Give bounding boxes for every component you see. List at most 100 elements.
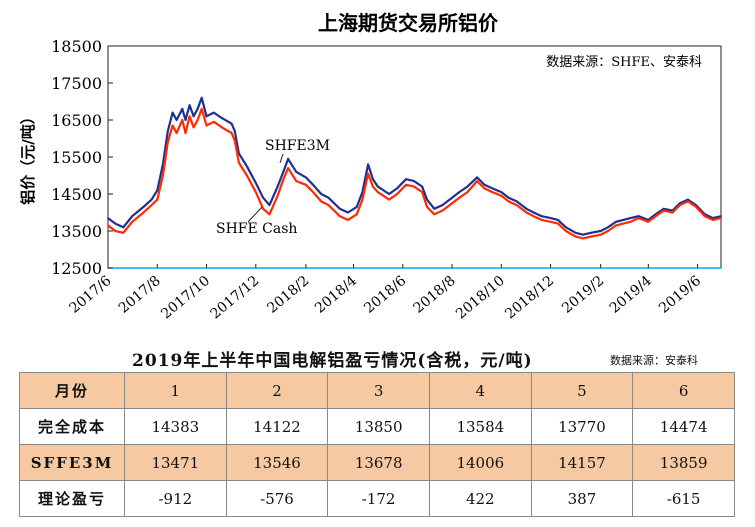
data-point: [122, 226, 125, 229]
data-point: [327, 196, 330, 199]
data-point: [388, 198, 390, 201]
row-label: SFFE3M: [19, 444, 125, 481]
data-point: [188, 115, 191, 118]
data-point: [122, 231, 125, 234]
data-point: [458, 196, 461, 199]
data-point: [687, 198, 689, 201]
table-cell: 14122: [225, 408, 329, 445]
table-cell: 13850: [327, 408, 430, 445]
data-point: [355, 213, 358, 216]
data-point: [458, 191, 461, 194]
table-cell: 13678: [327, 444, 430, 481]
table-cell: 13859: [632, 444, 735, 481]
data-point: [637, 215, 640, 218]
data-point: [396, 187, 398, 190]
data-point: [171, 111, 174, 114]
data-point: [254, 182, 257, 184]
data-point: [175, 119, 178, 121]
annotation-shfe-cash-leader: [247, 206, 263, 223]
data-point: [483, 187, 486, 190]
data-point: [441, 204, 444, 207]
data-point: [426, 206, 428, 208]
data-point: [413, 185, 415, 188]
data-point: [114, 222, 117, 225]
data-point: [327, 204, 330, 207]
data-point: [574, 231, 577, 234]
data-point: [466, 185, 469, 188]
data-point: [540, 215, 543, 218]
x-tick-label: 2018/12: [502, 273, 557, 323]
data-point: [254, 191, 257, 194]
y-axis-label: 铝价（元/吨）: [19, 109, 37, 204]
data-point: [525, 211, 528, 214]
data-point: [500, 191, 503, 194]
table-cell: -615: [632, 480, 735, 517]
data-point: [276, 185, 279, 188]
y-axis-ticks: 12500 13500 14500 15500 16500 17500 18500: [51, 37, 113, 278]
data-point: [212, 120, 215, 123]
x-tick-label: 2019/2: [559, 273, 607, 317]
data-point: [212, 111, 215, 114]
x-tick-label: 2017/12: [208, 273, 263, 323]
data-point: [599, 230, 602, 232]
data-point: [647, 220, 650, 223]
y-tick-label: 13500: [51, 222, 102, 241]
data-point: [582, 237, 584, 240]
data-point: [532, 211, 535, 214]
data-point: [283, 176, 285, 179]
data-point: [421, 185, 424, 188]
data-point: [491, 187, 494, 190]
data-point: [405, 183, 407, 186]
data-point: [662, 207, 665, 210]
x-tick-label: 2018/10: [453, 273, 508, 323]
data-point: [205, 115, 208, 118]
data-point: [200, 96, 203, 99]
data-point: [367, 163, 369, 166]
month-cell: 6: [632, 372, 735, 409]
data-point: [230, 122, 233, 125]
data-point: [246, 174, 248, 177]
data-point: [515, 204, 518, 207]
data-point: [200, 108, 203, 110]
data-point: [574, 235, 577, 238]
table-cell: -576: [225, 480, 329, 517]
month-cell: 5: [530, 372, 634, 409]
data-point: [114, 230, 117, 232]
y-tick-label: 12500: [51, 259, 102, 278]
data-point: [629, 217, 632, 220]
data-point: [221, 126, 223, 129]
data-point: [107, 217, 109, 220]
data-point: [184, 119, 187, 121]
y-tick-label: 15500: [51, 148, 102, 167]
data-point: [268, 213, 271, 216]
month-cell: 2: [225, 372, 329, 409]
data-point: [515, 200, 518, 203]
data-point: [396, 193, 398, 195]
data-point: [166, 130, 169, 133]
data-point: [695, 206, 697, 208]
data-point: [338, 215, 341, 218]
x-tick-label: 2017/8: [116, 273, 164, 317]
data-point: [433, 207, 436, 210]
data-point: [320, 193, 323, 195]
data-point: [433, 213, 436, 216]
table-cell: -172: [327, 480, 430, 517]
data-point: [590, 231, 592, 234]
data-point: [156, 198, 159, 201]
x-tick-label: 2017/10: [158, 273, 213, 323]
data-point: [287, 167, 289, 170]
data-point: [405, 178, 407, 181]
data-point: [166, 141, 169, 144]
data-point: [230, 132, 233, 134]
data-point: [162, 163, 164, 166]
data-point: [312, 191, 314, 194]
data-point: [338, 207, 341, 210]
profit-loss-table: 月份 1 2 3 4 5 6 完全成本 14383 14122 13850 13…: [19, 372, 735, 517]
data-point: [678, 204, 681, 207]
data-point: [565, 230, 567, 232]
data-point: [451, 196, 453, 199]
data-point: [181, 119, 184, 121]
data-point: [237, 152, 240, 155]
table-cell: 14006: [428, 444, 532, 481]
data-point: [188, 104, 191, 107]
